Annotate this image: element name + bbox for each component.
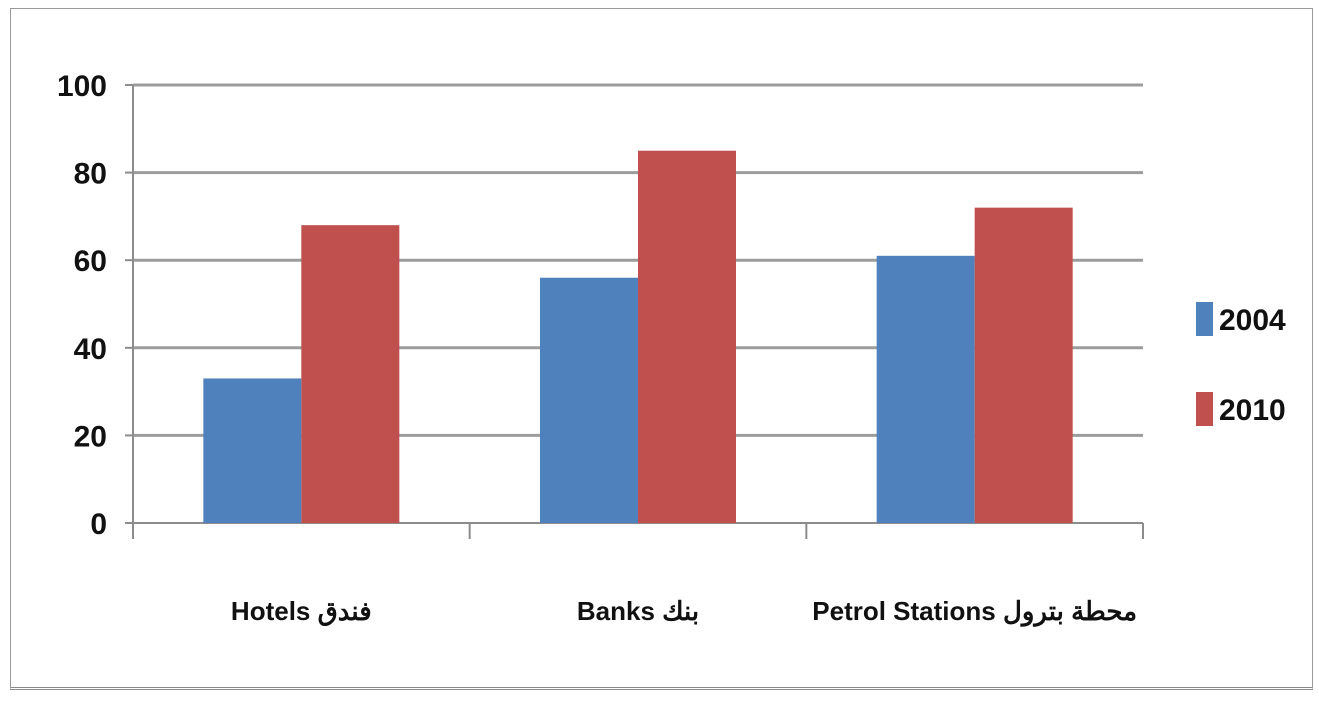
y-tick-label: 100 <box>57 70 107 103</box>
legend-label: 2004 <box>1219 304 1286 337</box>
x-category-label: Petrol Stations محطة بترول <box>812 596 1137 627</box>
y-tick-label: 40 <box>74 333 107 366</box>
x-category-label: Banks بنك <box>577 596 699 626</box>
y-tick-label: 0 <box>90 508 107 541</box>
y-tick-label: 60 <box>74 245 107 278</box>
bar-2010-3 <box>974 207 1073 523</box>
bar-2010-2 <box>638 150 736 523</box>
legend-swatch-2004 <box>1196 302 1213 336</box>
legend-swatch-2010 <box>1196 392 1213 426</box>
y-tick-label: 80 <box>74 158 107 191</box>
bar-2004-1 <box>203 378 302 523</box>
legend-label: 2010 <box>1219 394 1286 427</box>
x-category-label: Hotels فندق <box>231 596 372 627</box>
bar-2010-1 <box>301 225 400 523</box>
y-tick-label: 20 <box>74 420 107 453</box>
bar-2004-2 <box>540 277 638 523</box>
bar-2004-3 <box>876 255 975 523</box>
